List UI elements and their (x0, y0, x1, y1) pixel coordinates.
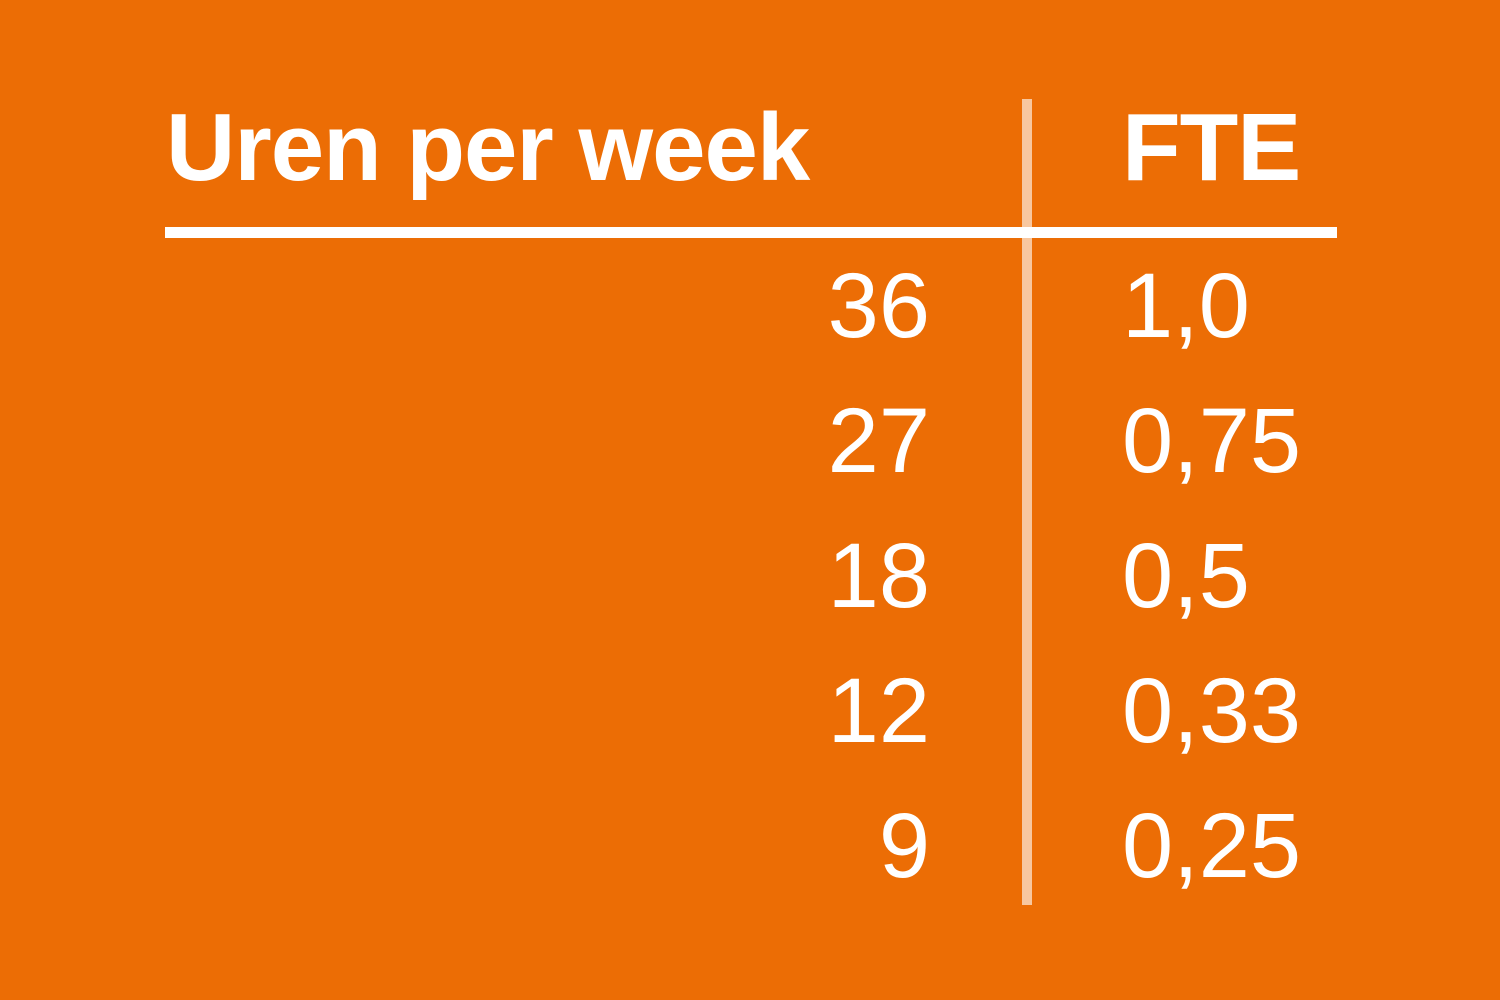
table-row: 27 0,75 (0, 373, 1500, 508)
uren-value: 12 (827, 659, 930, 762)
table-row: 36 1,0 (0, 238, 1500, 373)
uren-value: 36 (827, 254, 930, 357)
fte-value: 0,25 (1122, 794, 1302, 897)
fte-value: 0,5 (1122, 524, 1250, 627)
fte-value: 0,75 (1122, 389, 1302, 492)
column-header-uren-per-week: Uren per week (166, 94, 810, 201)
fte-value: 1,0 (1122, 254, 1250, 357)
fte-value: 0,33 (1122, 659, 1302, 762)
uren-value: 18 (827, 524, 930, 627)
uren-value: 9 (878, 794, 930, 897)
table-row: 18 0,5 (0, 508, 1500, 643)
table-row: 9 0,25 (0, 778, 1500, 913)
header-underline (165, 227, 1337, 238)
uren-value: 27 (827, 389, 930, 492)
table-row: 12 0,33 (0, 643, 1500, 778)
column-divider (1022, 99, 1032, 905)
column-header-fte: FTE (1122, 94, 1301, 201)
table-body: 36 1,0 27 0,75 18 0,5 12 0,33 9 0,25 (0, 238, 1500, 913)
